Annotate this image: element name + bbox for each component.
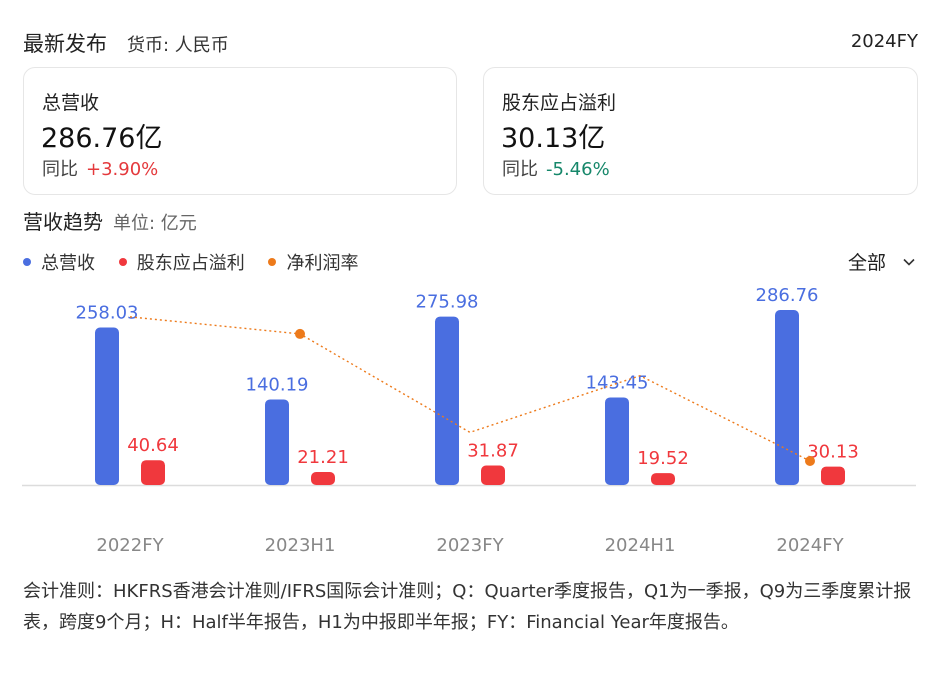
trend-title: 营收趋势	[23, 210, 103, 234]
trend-unit: 单位: 亿元	[113, 213, 197, 234]
legend-dot-profit	[118, 258, 127, 266]
period-filter-dropdown[interactable]: 全部	[848, 248, 916, 275]
bar-profit-2023H1[interactable]	[311, 472, 335, 485]
page-title: 最新发布	[23, 32, 107, 56]
bar-profit-2024H1[interactable]	[651, 473, 675, 485]
profit-card-label: 股东应占溢利	[502, 92, 617, 114]
label-revenue-2023H1: 140.19	[246, 374, 309, 395]
bar-profit-2024FY[interactable]	[821, 466, 845, 485]
profit-yoy-value: -5.46%	[546, 159, 610, 180]
tick-label-2023FY: 2023FY	[436, 535, 504, 556]
bar-revenue-2023FY[interactable]	[435, 316, 459, 485]
legend-item-revenue[interactable]: 总营收	[23, 249, 95, 275]
legend-dot-revenue	[23, 258, 31, 266]
legend-label-revenue: 总营收	[41, 253, 95, 274]
label-profit-2022FY: 40.64	[127, 435, 179, 456]
label-revenue-2022FY: 258.03	[76, 303, 139, 324]
label-revenue-2023FY: 275.98	[416, 292, 479, 313]
currency-label: 货币: 人民币	[127, 35, 229, 56]
chevron-down-icon	[903, 258, 915, 266]
legend-item-margin[interactable]: 净利润率	[268, 249, 358, 275]
tick-label-2022FY: 2022FY	[96, 535, 164, 556]
header: 最新发布 货币: 人民币 2024FY	[23, 28, 918, 60]
tick-label-2024FY: 2024FY	[776, 535, 844, 556]
tick-label-2024H1: 2024H1	[605, 535, 676, 556]
label-revenue-2024FY: 286.76	[756, 285, 819, 306]
profit-card: 股东应占溢利 30.13亿 同比 -5.46%	[483, 67, 918, 195]
profit-yoy: 同比 -5.46%	[502, 155, 610, 181]
revenue-yoy-value: +3.90%	[86, 159, 159, 180]
legend-item-profit[interactable]: 股东应占溢利	[118, 249, 245, 275]
bar-revenue-2023H1[interactable]	[265, 399, 289, 485]
revenue-yoy: 同比 +3.90%	[42, 155, 158, 181]
bar-revenue-2024H1[interactable]	[605, 397, 629, 485]
accounting-footnote: 会计准则：HKFRS香港会计准则/IFRS国际会计准则；Q：Quarter季度报…	[23, 581, 912, 633]
legend-label-margin: 净利润率	[286, 253, 359, 274]
margin-point-2023H1[interactable]	[295, 328, 305, 339]
label-profit-2024H1: 19.52	[637, 448, 689, 469]
trend-header: 营收趋势 单位: 亿元	[23, 206, 197, 236]
margin-point-2024FY[interactable]	[805, 455, 815, 466]
profit-card-value: 30.13亿	[501, 123, 606, 154]
revenue-card-value: 286.76亿	[41, 123, 163, 154]
profit-yoy-label: 同比	[502, 159, 538, 180]
label-profit-2023H1: 21.21	[297, 447, 349, 468]
legend-label-profit: 股东应占溢利	[136, 253, 245, 274]
revenue-trend-chart: 258.03 40.64 2022FY 140.19 21.21 2023H1 275.98…	[22, 285, 916, 556]
period-label: 2024FY	[850, 31, 918, 52]
bar-profit-2022FY[interactable]	[141, 460, 165, 485]
period-filter-label: 全部	[847, 252, 886, 274]
label-profit-2024FY: 30.13	[807, 442, 859, 463]
legend-dot-margin	[268, 258, 277, 266]
bar-revenue-2024FY[interactable]	[775, 310, 799, 485]
bar-revenue-2022FY[interactable]	[95, 327, 119, 485]
tick-label-2023H1: 2023H1	[265, 535, 336, 556]
label-profit-2023FY: 31.87	[467, 441, 519, 462]
bar-profit-2023FY[interactable]	[481, 465, 505, 485]
chart-legend: 总营收 股东应占溢利 净利润率	[23, 249, 376, 275]
revenue-card: 总营收 286.76亿 同比 +3.90%	[23, 67, 457, 195]
revenue-yoy-label: 同比	[42, 159, 78, 180]
margin-line	[129, 316, 811, 462]
revenue-card-label: 总营收	[42, 92, 100, 114]
